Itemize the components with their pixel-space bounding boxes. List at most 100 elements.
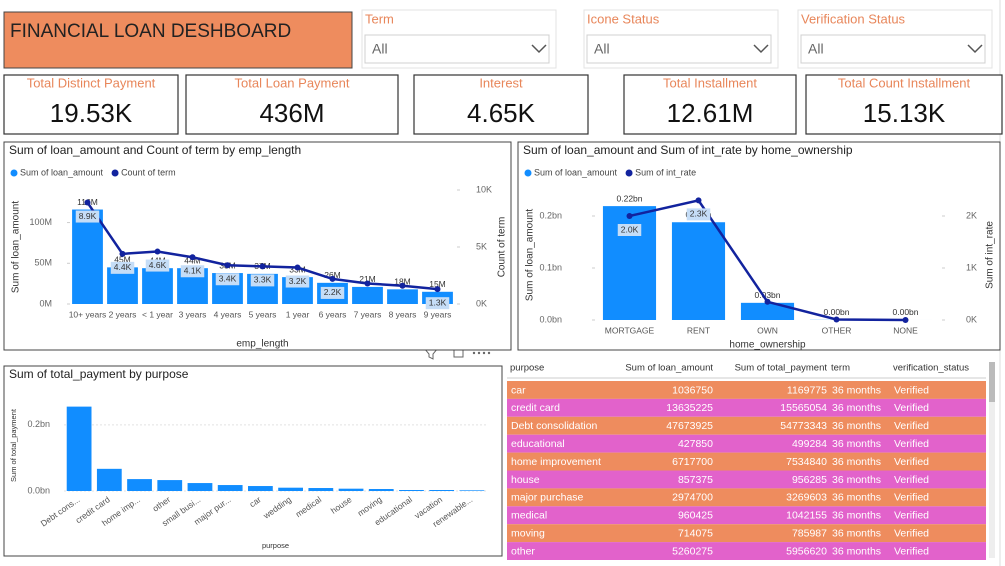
bar [459,490,485,491]
label-box [686,208,711,221]
x-tick-label: 4 years [214,309,242,319]
scroll-track [989,362,995,558]
x-axis-label: emp_length [236,339,288,350]
table-cell: Verified [894,474,929,486]
table-cell: major purchase [511,492,584,504]
x-tick-label: RENT [687,325,710,335]
kpi-value: 19.53K [50,98,133,128]
label-box [180,265,205,278]
line-point [399,282,406,289]
bar-value-label: 15M [429,279,446,289]
table-header: Sum of total_payment [735,363,828,374]
kpi-label: Total Installment [663,75,757,90]
line-point [833,316,840,323]
x-tick-label: < 1 year [142,309,173,319]
table-cell: 714075 [678,527,713,539]
slicer-value: All [594,41,610,57]
kpi-label: Total Distinct Payment [27,75,156,90]
bar-value-label: 0.00bn [824,307,850,317]
chart-title: Sum of total_payment by purpose [9,367,189,381]
bar [217,485,243,491]
line-point [764,298,771,305]
y-tick-label: 100M [29,217,52,227]
slicer-label: Icone Status [587,11,660,26]
line-point [84,199,91,206]
table-cell: 36 months [832,527,881,539]
bar-value-label: 0.22bn [617,193,643,203]
line-point [119,250,126,257]
table-cell: house [511,474,540,486]
table-cell: other [511,545,535,557]
line-value-label: 4.6K [149,260,167,270]
bar [602,206,657,320]
table-cell: 54773343 [780,420,827,432]
table-cell: 6717700 [672,456,713,468]
bar-value-label: 0.00bn [893,307,919,317]
table-row[interactable] [507,524,986,543]
bar [66,406,92,491]
x-tick-label: OTHER [822,325,852,335]
line-point [189,254,196,261]
table-row[interactable] [507,398,986,417]
kpi-card [623,74,797,135]
line-value-label: 4.4K [114,262,132,272]
table-cell: 1169775 [787,384,827,396]
label-box [617,224,642,236]
line-value-label: 3.2K [289,276,307,286]
x-tick-label: 8 years [389,309,417,319]
table-cell: 36 months [832,510,881,522]
table-cell: 960425 [678,510,713,522]
table-row[interactable] [507,452,986,471]
more-dot[interactable] [477,351,481,355]
y-tick-label: 0M [39,298,52,308]
line-point [902,317,909,323]
x-tick-label: 5 years [249,309,277,319]
table-row[interactable] [507,542,986,560]
slicer-dropdown[interactable] [364,34,550,64]
bar [278,487,303,491]
table-row[interactable] [507,470,986,489]
legend-marker [10,169,18,177]
table-header: Sum of loan_amount [625,363,713,374]
y-tick-label: 0.1bn [539,262,562,272]
more-dot[interactable] [487,351,491,355]
line-value-label: 2.2K [324,287,342,297]
y2-axis-label: Count of term [497,217,508,278]
x-tick-label: MORTGAGE [605,325,655,335]
bar [387,289,418,304]
table-row[interactable] [507,488,986,507]
y-tick-label: 0.2bn [27,419,50,429]
slicer-dropdown[interactable] [800,34,986,64]
legend-marker [625,169,633,177]
line-point [695,197,702,204]
x-tick-label: 2 years [109,309,137,319]
slicer-dropdown[interactable] [586,34,772,64]
table-row[interactable] [507,434,986,453]
x-tick-label: 9 years [424,309,452,319]
y-axis-label: Sum of total_payment [9,408,18,482]
more-dot[interactable] [472,351,476,355]
line-point [294,264,301,271]
label-box [215,273,240,286]
y2-tick-label: 1K [966,262,977,272]
bar [72,209,103,304]
y-tick-label: 0.0bn [27,485,50,495]
line-value-label: 3.4K [219,273,237,283]
x-tick-label: 7 years [354,309,382,319]
table-cell: 427850 [678,438,713,450]
scroll-thumb[interactable] [989,362,995,402]
line-value-label: 4.1K [184,266,202,276]
y2-tick-label: 10K [476,184,492,194]
table-row[interactable] [507,506,986,525]
table-cell: 36 months [832,545,881,557]
table-row[interactable] [507,381,986,399]
bar [157,480,183,491]
bar [127,479,152,491]
kpi-value: 436M [259,98,324,128]
table-cell: credit card [511,402,560,414]
table-header: purpose [510,363,544,374]
x-tick-label: 1 year [286,309,310,319]
x-tick-label: NONE [893,325,918,335]
more-dot[interactable] [482,351,486,355]
table-row[interactable] [507,416,986,435]
